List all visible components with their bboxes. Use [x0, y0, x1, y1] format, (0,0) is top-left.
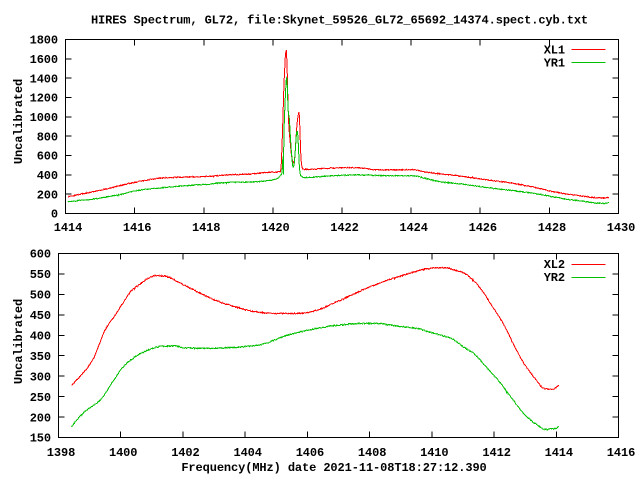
- svg-text:400: 400: [37, 169, 58, 183]
- svg-text:1412: 1412: [482, 446, 510, 460]
- svg-text:0: 0: [51, 208, 58, 222]
- svg-text:Uncalibrated: Uncalibrated: [12, 79, 26, 164]
- svg-text:1400: 1400: [109, 446, 137, 460]
- svg-text:350: 350: [30, 350, 51, 364]
- svg-text:1000: 1000: [30, 111, 58, 125]
- svg-text:600: 600: [37, 150, 58, 164]
- svg-text:150: 150: [30, 432, 51, 446]
- svg-text:YR1: YR1: [544, 57, 565, 71]
- svg-text:1414: 1414: [54, 221, 82, 235]
- svg-text:1424: 1424: [399, 221, 427, 235]
- svg-text:600: 600: [30, 248, 51, 262]
- svg-text:450: 450: [30, 309, 51, 323]
- svg-text:200: 200: [30, 411, 51, 425]
- svg-text:Uncalibrated: Uncalibrated: [12, 299, 26, 384]
- svg-text:1410: 1410: [420, 446, 448, 460]
- svg-text:1420: 1420: [261, 221, 289, 235]
- svg-text:Frequency(MHz) date 2021-11-08: Frequency(MHz) date 2021-11-08T18:27:12.…: [181, 461, 486, 475]
- svg-text:1430: 1430: [607, 221, 635, 235]
- svg-text:300: 300: [30, 370, 51, 384]
- svg-text:1426: 1426: [469, 221, 497, 235]
- svg-text:1418: 1418: [192, 221, 220, 235]
- svg-text:1800: 1800: [30, 34, 58, 48]
- svg-text:1600: 1600: [30, 53, 58, 67]
- svg-text:XL1: XL1: [544, 44, 565, 58]
- svg-text:1416: 1416: [123, 221, 151, 235]
- svg-text:1400: 1400: [30, 72, 58, 86]
- svg-text:1406: 1406: [296, 446, 324, 460]
- svg-text:400: 400: [30, 330, 51, 344]
- svg-text:HIRES Spectrum, GL72, file:Sky: HIRES Spectrum, GL72, file:Skynet_59526_…: [91, 14, 588, 28]
- svg-text:250: 250: [30, 391, 51, 405]
- svg-text:1200: 1200: [30, 92, 58, 106]
- svg-text:1416: 1416: [607, 446, 635, 460]
- svg-text:500: 500: [30, 289, 51, 303]
- svg-text:1408: 1408: [358, 446, 386, 460]
- svg-text:800: 800: [37, 130, 58, 144]
- svg-text:YR2: YR2: [544, 271, 565, 285]
- svg-text:1404: 1404: [233, 446, 261, 460]
- svg-text:1414: 1414: [545, 446, 573, 460]
- svg-text:200: 200: [37, 188, 58, 202]
- svg-text:1422: 1422: [330, 221, 358, 235]
- svg-text:1398: 1398: [47, 446, 75, 460]
- svg-text:1402: 1402: [171, 446, 199, 460]
- svg-text:1428: 1428: [538, 221, 566, 235]
- svg-text:550: 550: [30, 268, 51, 282]
- svg-text:XL2: XL2: [544, 258, 565, 272]
